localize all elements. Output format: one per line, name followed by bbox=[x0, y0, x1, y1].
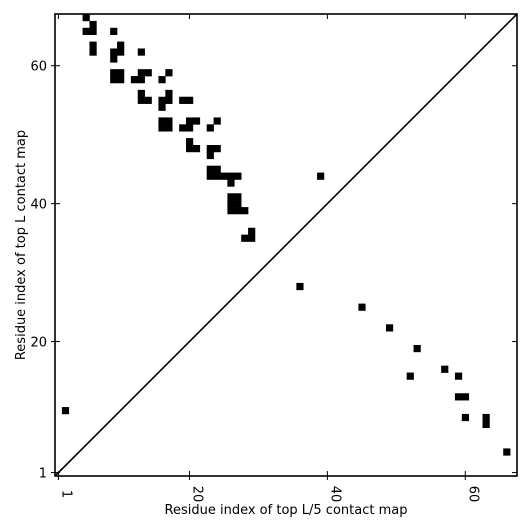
contact-cell-top-l bbox=[227, 172, 235, 180]
contact-cell-top-l bbox=[234, 193, 242, 201]
x-tick-label: 60 bbox=[465, 486, 480, 503]
contact-cell-top-l5 bbox=[406, 372, 414, 380]
x-tick-label: 40 bbox=[327, 486, 342, 503]
contact-cell-top-l bbox=[186, 96, 194, 104]
contact-cell-top-l5 bbox=[61, 407, 70, 415]
contact-cell-top-l bbox=[248, 234, 256, 242]
contact-cell-top-l bbox=[82, 14, 90, 22]
y-tick-label: 40 bbox=[30, 198, 47, 213]
contact-cell-top-l bbox=[165, 96, 173, 104]
contact-cell-top-l bbox=[227, 179, 235, 187]
contact-cell-top-l bbox=[213, 165, 221, 173]
plot-frame bbox=[54, 13, 518, 477]
contact-cell-top-l bbox=[117, 76, 125, 84]
contact-cell-top-l bbox=[165, 117, 173, 125]
contact-cell-top-l bbox=[137, 96, 145, 104]
contact-cell-top-l bbox=[110, 27, 118, 35]
y-axis-label: Residue index of top L contact map bbox=[14, 130, 29, 360]
contact-cell-top-l bbox=[248, 227, 256, 235]
contact-cell-top-l bbox=[137, 69, 145, 77]
y-tick-label: 20 bbox=[30, 336, 47, 351]
contact-cell-top-l bbox=[89, 48, 97, 56]
contact-cell-top-l5 bbox=[461, 413, 470, 422]
contact-cell-top-l5 bbox=[441, 365, 449, 373]
contact-cell-top-l bbox=[213, 117, 221, 125]
contact-cell-top-l bbox=[158, 117, 166, 125]
contact-cell-top-l bbox=[206, 172, 214, 180]
contact-cell-top-l5 bbox=[385, 324, 394, 332]
contact-cell-top-l bbox=[179, 124, 187, 132]
diagonal-line bbox=[54, 13, 518, 477]
contact-cell-top-l5 bbox=[461, 393, 470, 401]
contact-cell-top-l bbox=[220, 172, 228, 180]
contact-cell-top-l bbox=[241, 234, 249, 242]
contact-cell-top-l5 bbox=[296, 282, 304, 291]
contact-cell-top-l bbox=[206, 165, 214, 173]
contact-cell-top-l bbox=[227, 200, 235, 208]
contact-cell-top-l bbox=[89, 41, 97, 49]
contact-cell-top-l5 bbox=[482, 420, 490, 429]
x-tick-label: 20 bbox=[189, 486, 204, 503]
contact-cell-top-l bbox=[227, 207, 235, 215]
contact-cell-top-l bbox=[165, 124, 173, 132]
contact-cell-top-l bbox=[144, 69, 152, 77]
contact-cell-top-l bbox=[117, 69, 125, 77]
contact-cell-top-l bbox=[186, 138, 194, 146]
contact-cell-top-l bbox=[234, 200, 242, 208]
contact-cell-top-l bbox=[186, 124, 194, 132]
contact-cell-top-l5 bbox=[413, 344, 421, 353]
contact-cell-top-l bbox=[158, 96, 166, 104]
x-tick-label: 1 bbox=[58, 490, 73, 498]
contact-cell-top-l bbox=[137, 89, 145, 98]
contact-cell-top-l bbox=[144, 96, 152, 104]
contact-cell-top-l bbox=[227, 193, 235, 201]
contact-cell-top-l bbox=[241, 207, 249, 215]
contact-cell-top-l bbox=[89, 20, 97, 29]
contact-cell-top-l bbox=[137, 76, 145, 84]
contact-cell-top-l5 bbox=[482, 413, 490, 422]
contact-cell-top-l bbox=[234, 172, 242, 180]
contact-cell-top-l bbox=[206, 124, 214, 132]
contact-cell-top-l bbox=[192, 117, 201, 125]
contact-cell-top-l5 bbox=[454, 393, 463, 401]
contact-cell-top-l bbox=[165, 89, 173, 98]
contact-cell-top-l bbox=[110, 76, 118, 84]
contact-cell-top-l5 bbox=[358, 303, 366, 311]
contact-cell-top-l bbox=[110, 69, 118, 77]
contact-cell-top-l bbox=[130, 76, 139, 84]
contact-cell-top-l bbox=[186, 117, 194, 125]
contact-cell-top-l bbox=[110, 55, 118, 63]
contact-cell-top-l5 bbox=[317, 172, 325, 180]
y-tick-label: 60 bbox=[30, 60, 47, 75]
contact-cells bbox=[61, 14, 511, 456]
contact-cell-top-l bbox=[158, 124, 166, 132]
contact-cell-top-l bbox=[110, 48, 118, 56]
contact-cell-top-l bbox=[206, 145, 214, 153]
contact-cell-top-l bbox=[213, 172, 221, 180]
contact-cell-top-l bbox=[158, 103, 166, 111]
x-axis-label: Residue index of top L/5 contact map bbox=[165, 503, 408, 518]
contact-cell-top-l bbox=[82, 27, 90, 35]
contact-cell-top-l bbox=[158, 76, 166, 84]
contact-cell-top-l5 bbox=[454, 372, 463, 380]
contact-cell-top-l bbox=[117, 41, 125, 49]
contact-cell-top-l bbox=[117, 48, 125, 56]
contact-cell-top-l bbox=[234, 207, 242, 215]
contact-cell-top-l bbox=[213, 145, 221, 153]
contact-cell-top-l bbox=[165, 69, 173, 77]
contact-cell-top-l bbox=[206, 151, 214, 160]
contact-cell-top-l bbox=[192, 145, 201, 153]
contact-cell-top-l bbox=[137, 48, 145, 56]
axis-ticks: 1 20 40 60 1 20 40 60 bbox=[30, 14, 517, 502]
contact-cell-top-l bbox=[89, 27, 97, 35]
contact-cell-top-l bbox=[179, 96, 187, 104]
y-tick-label: 1 bbox=[39, 467, 47, 482]
contact-cell-top-l bbox=[186, 145, 194, 153]
contact-cell-top-l5 bbox=[503, 448, 511, 456]
